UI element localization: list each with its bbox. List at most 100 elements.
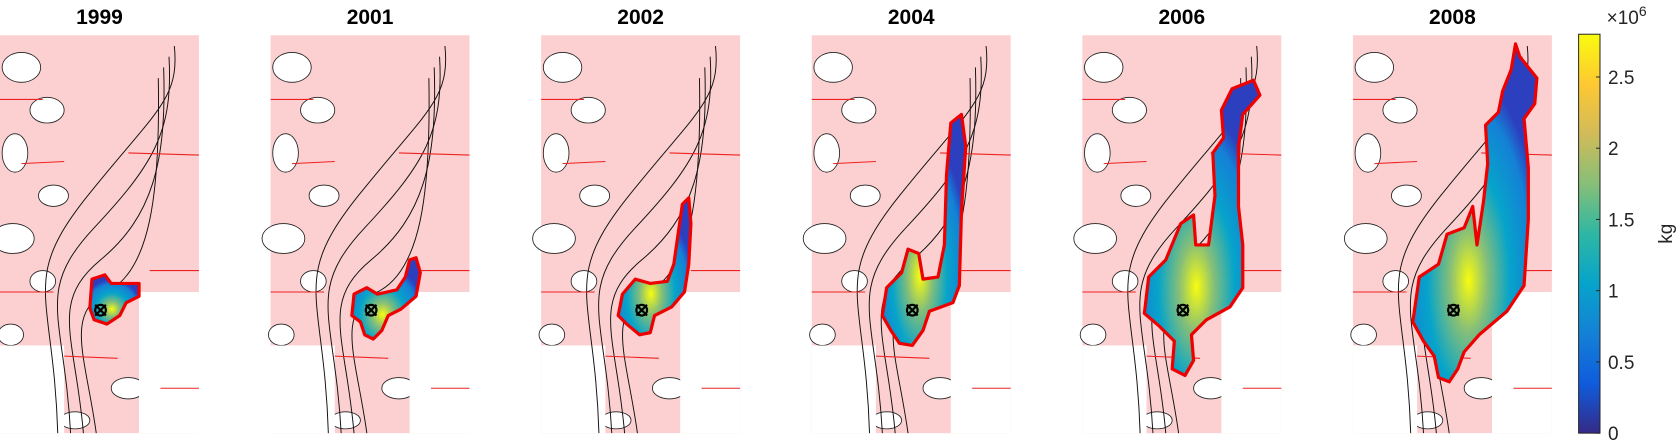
contour-line	[327, 56, 441, 434]
map-hole	[29, 96, 65, 124]
multiplier-exponent: 6	[1639, 3, 1647, 19]
contour-line	[610, 67, 706, 434]
map-hole	[1073, 223, 1118, 254]
contour-line	[598, 56, 712, 434]
map-hole	[813, 51, 853, 83]
colorbar-tick-label: 1.5	[1608, 210, 1634, 231]
map-hole	[1084, 51, 1124, 83]
map-hole	[1354, 133, 1382, 173]
plume	[1142, 78, 1262, 378]
map-hole	[300, 270, 327, 293]
plume	[1411, 42, 1539, 384]
map-hole	[1111, 270, 1139, 293]
contour-line	[68, 67, 165, 434]
source-marker	[94, 303, 107, 317]
map-hole	[409, 291, 470, 434]
map-hole	[1120, 184, 1152, 207]
map-hole	[538, 323, 566, 346]
source-marker	[1447, 304, 1460, 317]
map-hole	[680, 291, 741, 434]
map-hole	[811, 345, 876, 434]
source-marker	[1176, 304, 1189, 317]
map-hole	[1, 133, 29, 173]
boundary-line	[1103, 160, 1147, 165]
colorbar-multiplier: ×106	[1607, 3, 1647, 29]
contour-line	[339, 67, 436, 434]
contour-line	[1139, 56, 1253, 434]
boundary-line	[128, 152, 199, 156]
map-panel	[0, 35, 199, 434]
map-hole	[1354, 51, 1395, 83]
boundary-line	[605, 355, 659, 359]
map-hole	[0, 345, 65, 434]
map-hole	[541, 345, 606, 434]
map-hole	[950, 291, 1011, 434]
colorbar-tick-label: 0	[1608, 424, 1619, 445]
map-hole	[268, 323, 295, 346]
map-hole	[1391, 184, 1422, 207]
boundary-line	[833, 160, 876, 165]
map-hole	[1079, 323, 1107, 346]
map-hole	[1382, 96, 1418, 124]
source-marker	[635, 303, 649, 317]
boundary-line	[875, 355, 930, 359]
colorbar-tick-label: 1	[1608, 282, 1619, 303]
plume	[880, 112, 968, 348]
map-panel	[1343, 35, 1552, 434]
map-hole	[270, 345, 335, 434]
boundary-line	[398, 152, 470, 156]
map-hole	[139, 291, 199, 434]
map-hole	[1221, 291, 1282, 434]
colorbar-tick-label: 0.5	[1608, 353, 1634, 374]
map-hole	[813, 133, 840, 173]
plume	[616, 196, 693, 337]
map-hole	[600, 411, 632, 430]
map-hole	[809, 323, 836, 346]
map-hole	[300, 96, 336, 124]
boundary-line	[64, 355, 118, 359]
panel-title: 2006	[1158, 6, 1205, 29]
map-hole	[802, 223, 847, 254]
map-hole	[308, 184, 340, 207]
map-hole	[0, 323, 24, 346]
source-marker	[635, 304, 648, 317]
panel-title: 2004	[888, 6, 935, 29]
boundary-line	[669, 152, 741, 156]
panel-title: 1999	[76, 6, 123, 29]
boundary-line	[1374, 160, 1418, 165]
map-hole	[841, 270, 868, 293]
map-hole	[841, 96, 877, 124]
map-hole	[542, 133, 570, 173]
map-hole	[330, 411, 361, 430]
colorbar-tick-label: 2.5	[1608, 68, 1634, 89]
multiplier-base: ×10	[1607, 8, 1639, 29]
contour-line	[586, 45, 717, 434]
map-hole	[272, 51, 312, 83]
boundary-line	[291, 160, 335, 165]
source-marker	[94, 304, 107, 317]
map-hole	[272, 133, 299, 173]
source-marker	[1447, 303, 1460, 317]
contour-line	[868, 56, 982, 434]
map-hole	[849, 184, 881, 207]
boundary-line	[21, 160, 65, 165]
map-hole	[1, 51, 42, 83]
map-hole	[871, 411, 903, 430]
contour-line	[315, 45, 447, 434]
map-hole	[1412, 411, 1444, 430]
map-panel	[532, 35, 741, 434]
colorbar	[1578, 33, 1601, 434]
map-hole	[0, 223, 35, 254]
map-hole	[542, 51, 583, 83]
source-marker	[906, 304, 919, 317]
source-marker	[364, 303, 378, 317]
colorbar-label: kg	[1656, 224, 1677, 244]
contour-line	[856, 45, 988, 434]
map-hole	[261, 223, 306, 254]
colorbar-tick-label: 2	[1608, 139, 1619, 160]
map-hole	[29, 270, 57, 293]
panel-title: 2002	[617, 6, 664, 29]
map-hole	[532, 223, 576, 254]
map-hole	[38, 184, 69, 207]
